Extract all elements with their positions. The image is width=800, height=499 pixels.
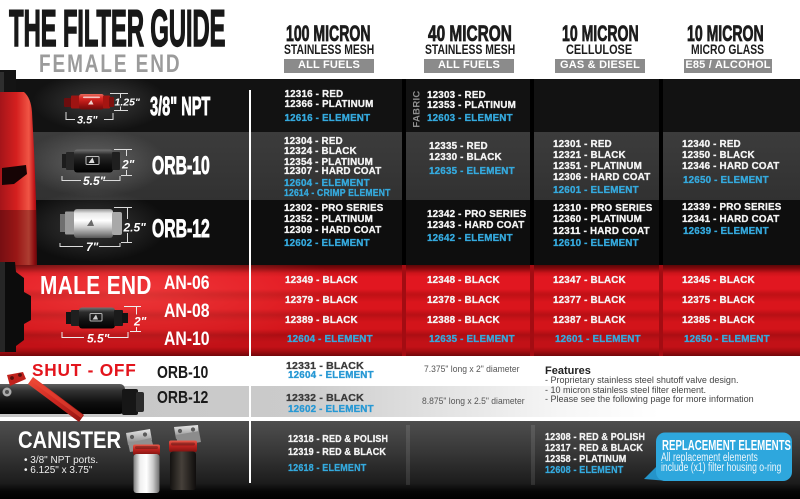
svg-text:2": 2" [133, 315, 147, 329]
svg-text:5.5": 5.5" [87, 332, 110, 346]
svg-text:2.5": 2.5" [123, 221, 147, 235]
svg-text:7": 7" [86, 240, 99, 254]
svg-text:5.5": 5.5" [83, 174, 106, 188]
svg-text:3.5": 3.5" [77, 115, 98, 127]
svg-text:1.25": 1.25" [115, 97, 141, 109]
svg-text:2": 2" [121, 158, 135, 172]
